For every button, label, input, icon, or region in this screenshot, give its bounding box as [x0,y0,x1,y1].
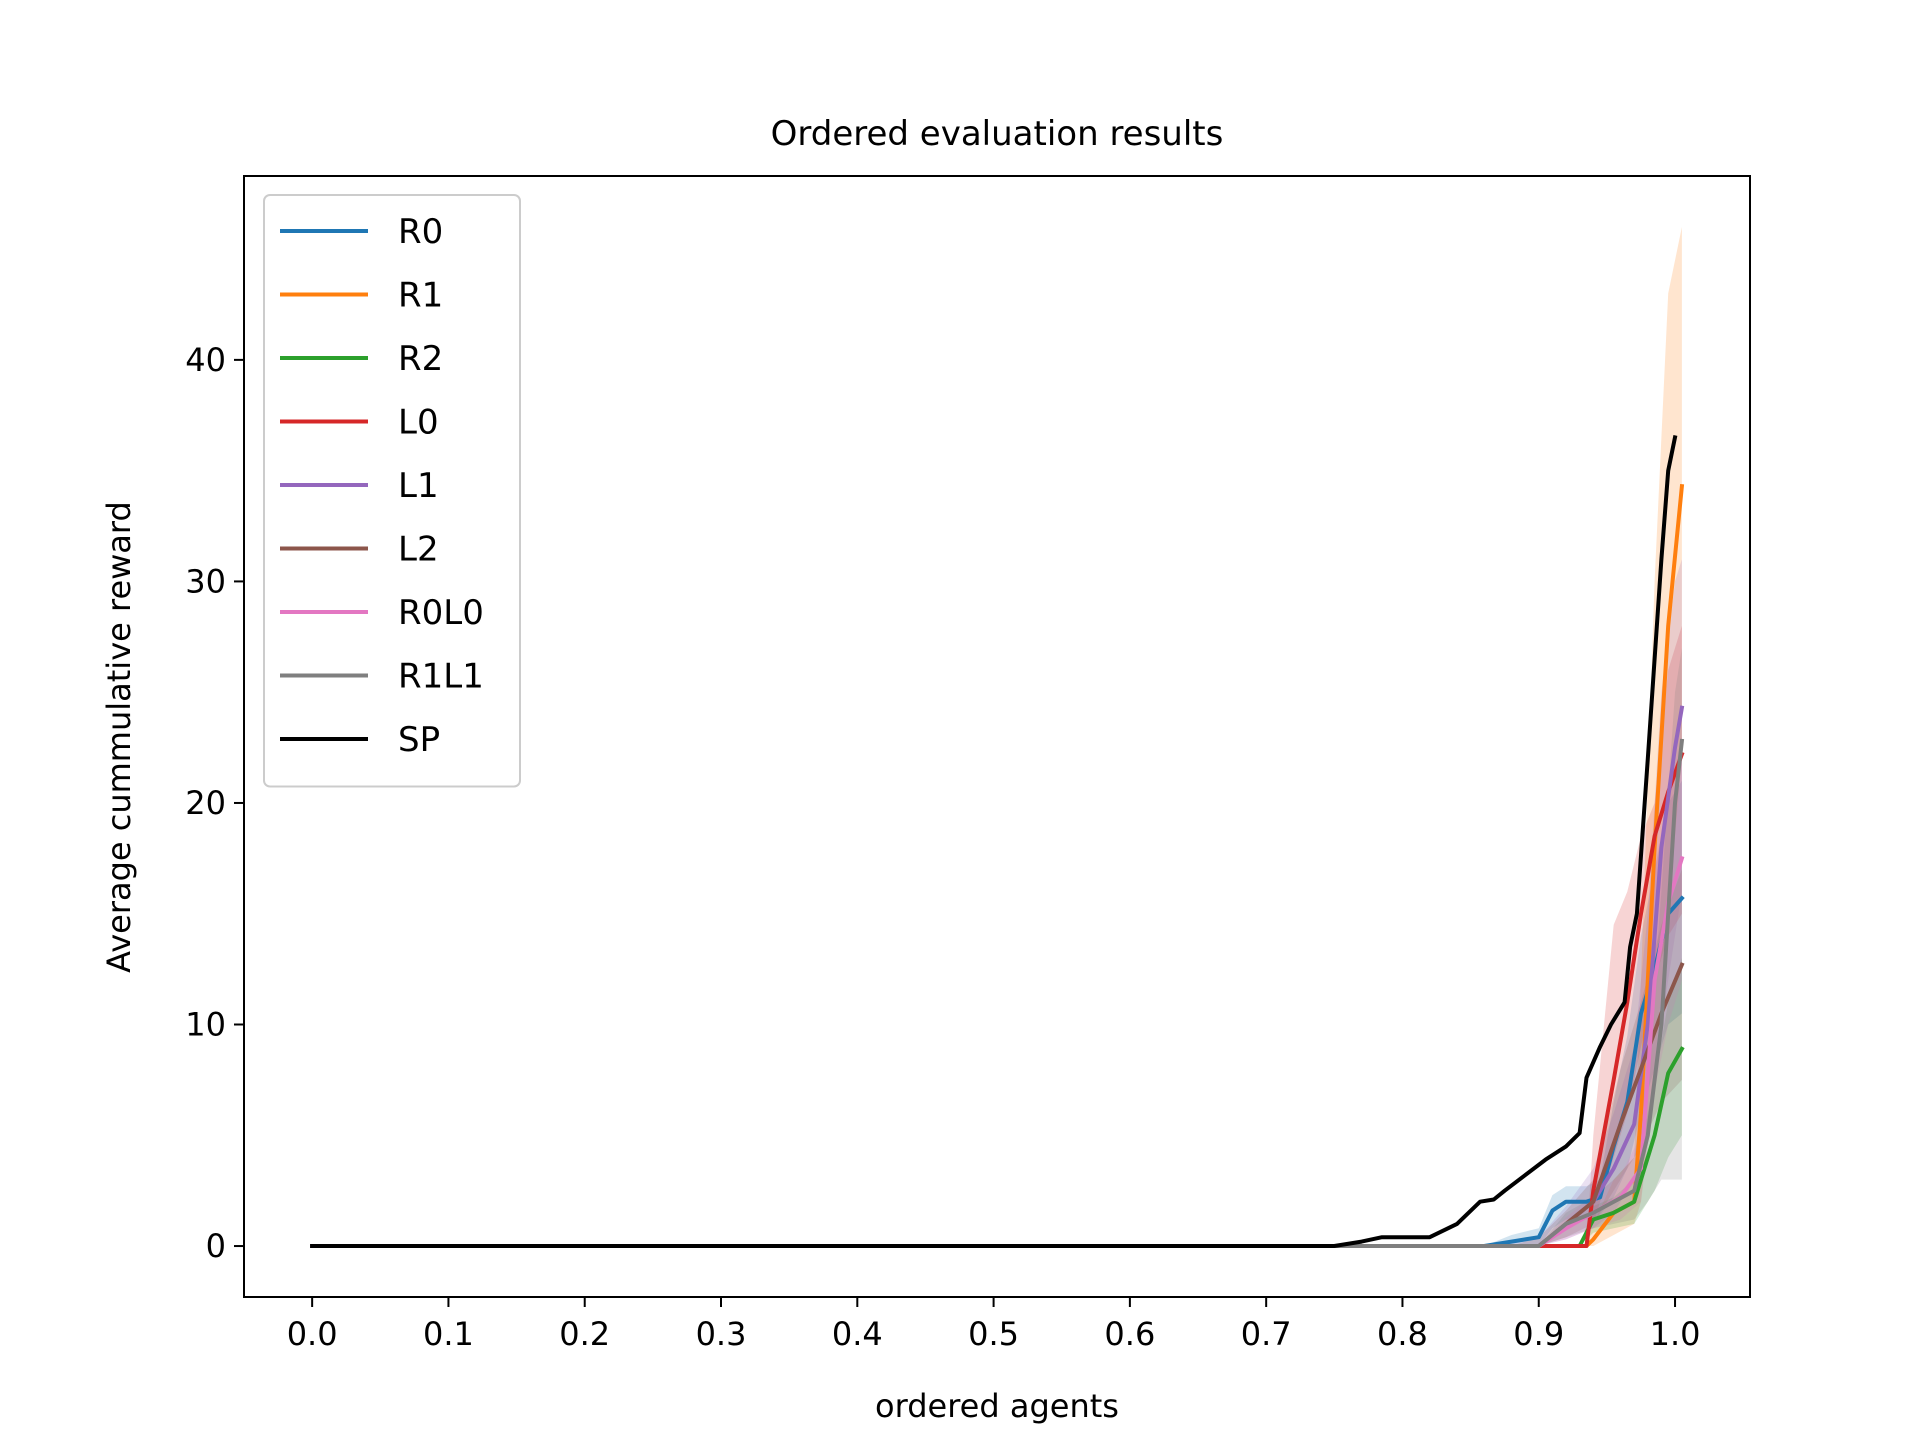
legend-label: R0L0 [398,593,484,633]
legend-label: L1 [398,466,439,506]
legend-label: R1L1 [398,657,484,697]
legend-label: R0 [398,212,443,252]
series-lines [310,435,1685,1248]
legend-item-l2: L2 [280,530,439,570]
legend-label: L0 [398,403,439,443]
x-tick-label: 0.6 [1104,1315,1155,1353]
series-line-l0 [310,751,1685,1248]
legend-item-sp: SP [280,720,440,760]
legend-item-r2: R2 [280,339,443,379]
legend-label: L2 [398,530,439,570]
y-tick-label: 10 [185,1006,226,1044]
legend-item-l1: L1 [280,466,439,506]
legend-item-l0: L0 [280,403,439,443]
y-axis: 0 10 20 30 40 [185,341,244,1265]
y-tick-label: 40 [185,341,226,379]
series-line-r2 [310,1046,1685,1248]
y-tick-label: 30 [185,562,226,600]
legend-item-r1l1: R1L1 [280,657,484,697]
chart-title: Ordered evaluation results [771,114,1224,154]
x-tick-label: 0.9 [1513,1315,1564,1353]
x-tick-label: 1.0 [1650,1315,1701,1353]
legend-box [263,194,521,788]
x-tick-label: 0.0 [287,1315,338,1353]
legend-item-r1: R1 [280,276,443,316]
series-line-r1l1 [310,738,1685,1248]
x-tick-label: 0.4 [832,1315,883,1353]
x-tick-label: 0.8 [1377,1315,1428,1353]
y-tick-label: 0 [206,1227,226,1265]
legend-item-r0l0: R0L0 [280,593,484,633]
x-axis: 0.0 0.1 0.2 0.3 0.4 0.5 0.6 0.7 0.8 0.9 1.0 [287,1297,1701,1353]
legend-item-r0: R0 [280,212,443,252]
legend-label: R1 [398,276,443,316]
x-axis-label: ordered agents [875,1387,1119,1425]
x-tick-label: 0.2 [559,1315,610,1353]
x-tick-label: 0.7 [1241,1315,1292,1353]
plot-frame [243,175,1751,1298]
legend-label: SP [398,720,440,760]
y-axis-label: Average cummulative reward [100,501,138,973]
series-line-sp [310,435,1678,1248]
x-tick-label: 0.5 [968,1315,1019,1353]
y-tick-label: 20 [185,784,226,822]
x-tick-label: 0.1 [423,1315,474,1353]
legend-label: R2 [398,339,443,379]
legend: R0 R1 R2 L0 L1 L2 R0L0 R1L1 SP [263,194,521,788]
x-tick-label: 0.3 [696,1315,747,1353]
